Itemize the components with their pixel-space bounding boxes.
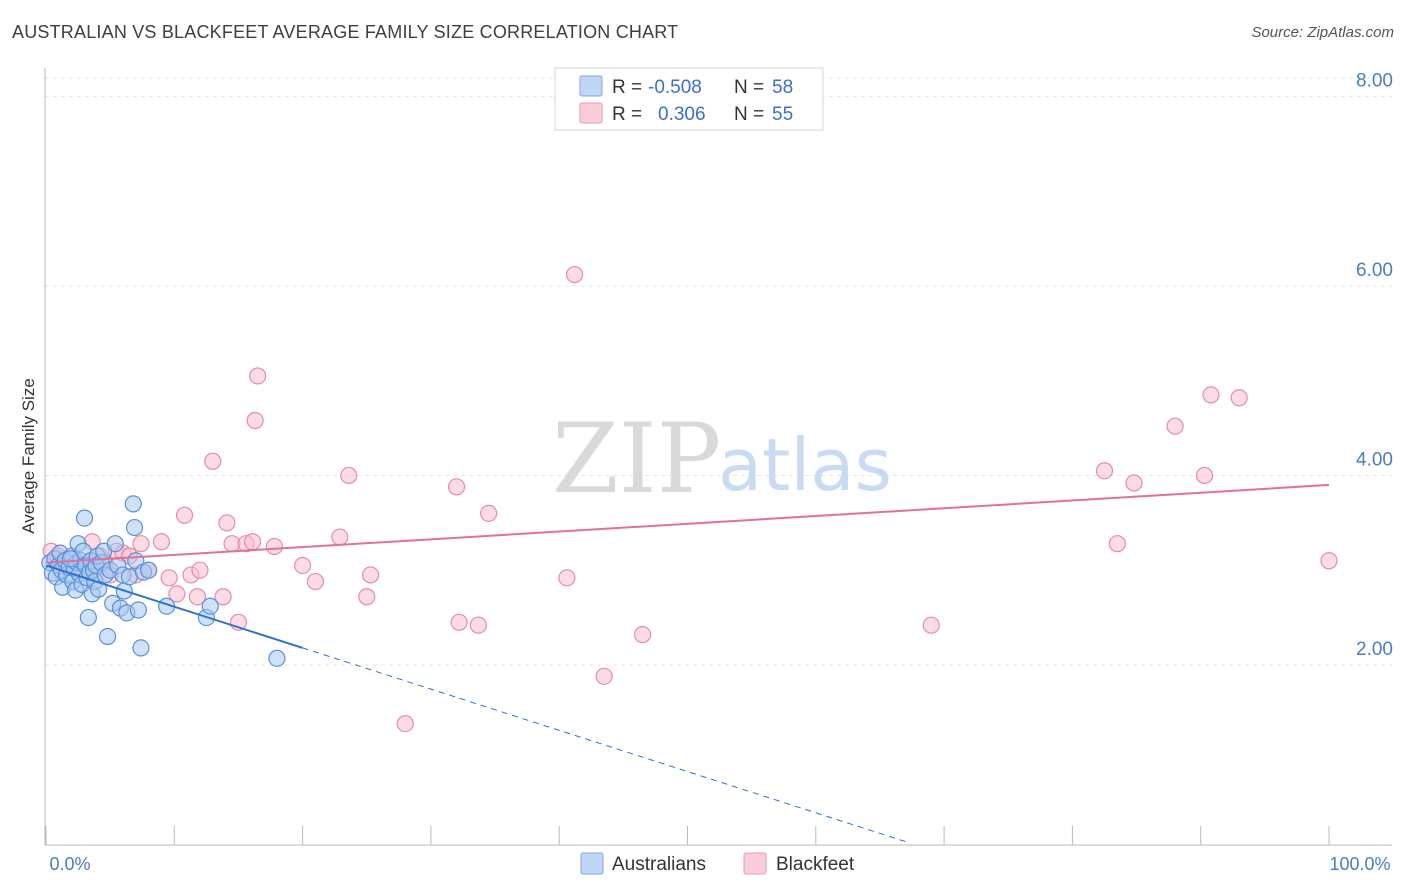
legend-r-label-1: R =: [612, 77, 642, 98]
watermark-atlas: atlas: [718, 423, 892, 507]
legend-swatch-blackfeet: [579, 102, 603, 124]
legend-r-value-1: -0.508: [648, 77, 702, 98]
legend-r-label-2: R =: [612, 104, 642, 125]
blackfeet-point: [469, 616, 487, 634]
blackfeet-point: [396, 715, 414, 733]
series-legend-swatch-blackfeet: [743, 852, 767, 875]
australians-point: [124, 495, 142, 513]
watermark: ZIP atlas: [552, 403, 892, 515]
australians-point: [125, 518, 144, 537]
blackfeet-point: [565, 265, 584, 284]
blackfeet-point: [633, 626, 652, 644]
blackfeet-point: [1320, 552, 1338, 570]
x-tick-label-min: 0.0%: [49, 854, 90, 874]
y-tick-label: 4.00: [1356, 449, 1393, 470]
blackfeet-point: [1108, 535, 1126, 553]
blackfeet-point: [214, 588, 232, 606]
series-legend-australians: Australians: [612, 854, 706, 875]
blackfeet-point: [306, 572, 325, 591]
blackfeet-point: [340, 466, 358, 485]
australians-point: [98, 627, 117, 646]
blackfeet-point: [243, 533, 262, 551]
trend-lines: [45, 483, 1330, 843]
blackfeet-point: [1230, 389, 1248, 407]
blackfeet-point: [204, 452, 222, 470]
blackfeet-point: [1166, 417, 1184, 435]
series-legend: Australians Blackfeet: [580, 852, 855, 875]
australians-point: [90, 580, 108, 598]
australians-points: [41, 495, 286, 667]
australians-point: [129, 601, 147, 619]
x-ticks: [45, 826, 1330, 845]
series-legend-swatch-australians: [580, 852, 604, 875]
blackfeet-point: [358, 588, 376, 606]
grid-lines: [45, 77, 1392, 666]
blackfeet-point: [558, 569, 576, 587]
blackfeet-point: [249, 367, 267, 385]
y-tick-label: 8.00: [1356, 70, 1393, 91]
blackfeet-point: [188, 588, 206, 606]
australians-point: [268, 649, 286, 667]
legend-n-label-1: N =: [734, 77, 764, 98]
blackfeet-point: [191, 561, 209, 579]
blackfeet-point: [218, 514, 236, 532]
blackfeet-point: [168, 585, 186, 603]
blackfeet-trend-line: [45, 483, 1330, 564]
y-axis-label: Average Family Size: [19, 378, 38, 534]
australians-point: [201, 597, 219, 615]
blackfeet-point: [152, 533, 171, 551]
blackfeet-point: [132, 535, 150, 553]
legend-n-label-2: N =: [734, 104, 764, 125]
australians-point: [106, 535, 124, 553]
source-label: Source: ZipAtlas.com: [1251, 24, 1394, 41]
y-tick-label: 6.00: [1356, 260, 1393, 281]
australians-trend-line: [45, 564, 303, 649]
legend-n-value-1: 58: [772, 77, 793, 98]
watermark-zip: ZIP: [552, 403, 721, 515]
australians-point: [79, 608, 97, 627]
blackfeet-point: [361, 566, 380, 584]
y-tick-label: 2.00: [1356, 639, 1393, 660]
australians-point: [61, 550, 79, 568]
blackfeet-point: [595, 667, 613, 685]
series-legend-blackfeet: Blackfeet: [776, 854, 855, 875]
blackfeet-point: [922, 616, 940, 634]
blackfeet-point: [175, 506, 194, 524]
axes: [44, 68, 1392, 846]
australians-point: [140, 561, 158, 579]
blackfeet-point: [1125, 474, 1143, 492]
y-tick-labels: 2.00 4.00 6.00 8.00: [1356, 70, 1393, 660]
stats-legend: R = -0.508 N = 58 R = 0.306 N = 55: [554, 67, 824, 131]
australians-point: [132, 639, 150, 657]
legend-swatch-australians: [579, 75, 603, 97]
chart-title: AUSTRALIAN VS BLACKFEET AVERAGE FAMILY S…: [12, 22, 679, 42]
legend-n-value-2: 55: [772, 104, 793, 125]
blackfeet-point: [294, 556, 312, 575]
blackfeet-point: [1095, 462, 1114, 480]
legend-r-value-2: 0.306: [658, 104, 706, 125]
blackfeet-point: [265, 537, 283, 556]
blackfeet-point: [1195, 466, 1214, 485]
blackfeet-point: [480, 504, 498, 522]
blackfeet-point: [246, 411, 264, 430]
blackfeet-point: [447, 478, 466, 496]
australians-point: [75, 509, 94, 527]
blackfeet-point: [1202, 386, 1220, 404]
blackfeet-point: [450, 613, 468, 631]
blackfeet-point: [160, 569, 178, 587]
blackfeet-point: [331, 528, 349, 546]
x-tick-label-max: 100.0%: [1329, 854, 1390, 874]
